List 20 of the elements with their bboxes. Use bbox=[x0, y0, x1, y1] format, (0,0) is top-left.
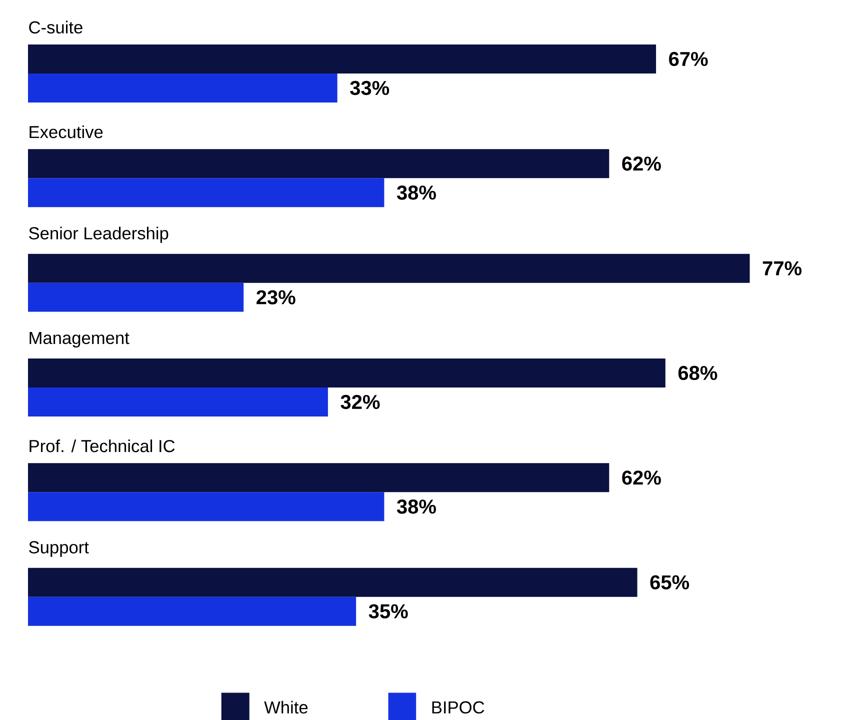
data-label: 65% bbox=[650, 575, 690, 590]
data-label: 62% bbox=[622, 470, 661, 485]
y-tick-label: Management bbox=[30, 332, 130, 348]
data-label: 32% bbox=[340, 394, 380, 410]
data-label: 35% bbox=[368, 604, 408, 618]
data-label: 38% bbox=[396, 500, 436, 514]
data-label: 33% bbox=[350, 80, 390, 96]
y-tick-label: Prof. / Technical IC bbox=[30, 439, 175, 452]
y-tick-label: C-suite bbox=[29, 20, 82, 34]
y-tick-label: Senior Leadership bbox=[29, 226, 168, 243]
legend-label: White bbox=[264, 700, 308, 714]
y-tick-label: Support bbox=[29, 541, 89, 557]
data-label: 68% bbox=[678, 366, 718, 380]
data-label: 62% bbox=[622, 156, 661, 171]
data-label: 77% bbox=[762, 261, 802, 276]
y-tick-label: Executive bbox=[30, 125, 103, 138]
data-label: 38% bbox=[396, 186, 436, 200]
legend-label: BIPOC bbox=[432, 701, 484, 714]
data-label: 67% bbox=[669, 52, 708, 66]
data-label: 23% bbox=[256, 290, 296, 304]
